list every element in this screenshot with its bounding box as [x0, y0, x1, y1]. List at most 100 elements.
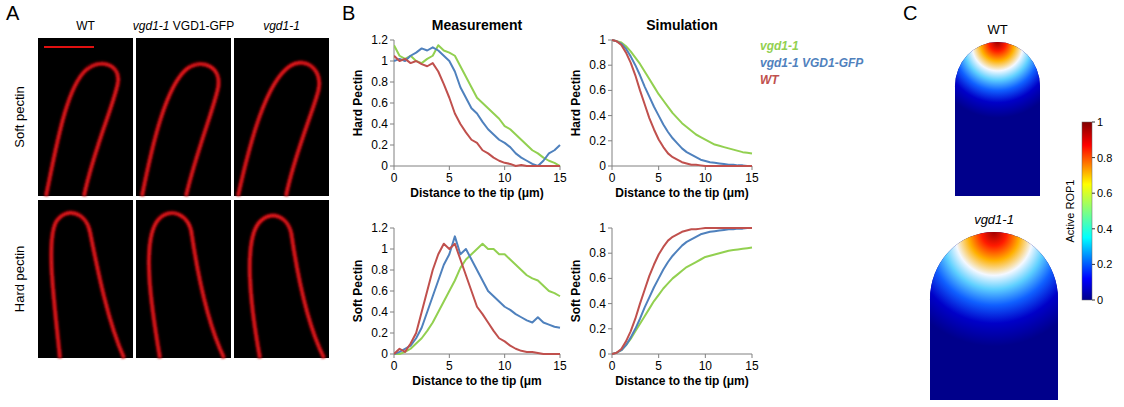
y-tick	[390, 354, 394, 355]
micrograph	[234, 38, 329, 196]
tube-wall-glow	[250, 216, 324, 358]
tube-wall	[142, 64, 219, 196]
colorbar-tick-label: 0.6	[1097, 187, 1112, 199]
tube-wall	[250, 216, 324, 358]
y-tick-label: 0.2	[589, 322, 606, 336]
colorbar-tick	[1092, 122, 1095, 123]
y-tick-label: 1.2	[371, 33, 388, 47]
chart-title: Simulation	[646, 17, 718, 33]
series-line	[612, 228, 752, 354]
x-tick	[658, 166, 659, 170]
colorbar-tick-label: 0.4	[1097, 223, 1112, 235]
plot-lines	[612, 40, 752, 166]
tube-wall-glow	[51, 213, 124, 358]
x-tick	[504, 166, 505, 170]
chart: 00.20.40.60.811.2051015MeasurementDistan…	[351, 17, 567, 200]
y-tick-label: 0.8	[371, 75, 388, 89]
x-tick-label: 15	[745, 171, 759, 185]
y-tick-label: 0.4	[371, 305, 388, 319]
x-tick-label: 5	[655, 171, 662, 185]
x-tick-label: 15	[745, 359, 759, 373]
y-tick-label: 0	[381, 159, 388, 173]
y-tick-label: 0.4	[589, 109, 606, 123]
colorbar-tick-label: 1	[1097, 116, 1103, 128]
y-tick-label: 0.4	[589, 297, 606, 311]
micrograph	[38, 200, 133, 358]
y-tick	[390, 103, 394, 104]
y-tick	[608, 303, 612, 304]
series-line	[612, 40, 752, 166]
y-tick-label: 1	[381, 242, 388, 256]
x-tick-label: 5	[655, 359, 662, 373]
plot-lines	[394, 236, 560, 354]
tube-simulation	[930, 232, 1058, 400]
x-tick-label: 15	[553, 359, 567, 373]
y-tick-label: 1.2	[371, 221, 388, 235]
tube-wall	[51, 213, 124, 358]
x-tick	[394, 166, 395, 170]
series-line	[394, 244, 560, 354]
tube-wall-glow	[238, 63, 319, 196]
micrograph-background	[234, 38, 329, 196]
y-tick	[390, 228, 394, 229]
x-tick-label: 0	[609, 359, 616, 373]
x-tick-label: 0	[609, 171, 616, 185]
y-tick	[608, 253, 612, 254]
y-tick	[608, 115, 612, 116]
micrograph	[136, 200, 231, 358]
series-line	[612, 228, 752, 354]
y-tick	[390, 333, 394, 334]
series-line	[394, 244, 560, 354]
x-tick-label: 5	[446, 359, 453, 373]
column-header: WT	[76, 19, 95, 33]
simulation-title: vgd1-1	[974, 212, 1014, 227]
text-part: WT	[76, 19, 95, 33]
text-part: vgd1-1	[974, 212, 1014, 227]
y-axis-title: Soft Pectin	[569, 260, 583, 323]
x-tick	[658, 354, 659, 358]
series-line	[612, 40, 752, 166]
y-tick	[390, 145, 394, 146]
micrograph	[234, 200, 329, 358]
y-tick-label: 0.6	[589, 271, 606, 285]
x-tick-label: 10	[498, 359, 512, 373]
x-tick	[612, 166, 613, 170]
y-tick	[608, 354, 612, 355]
colorbar-tick-label: 0.2	[1097, 258, 1112, 270]
y-axis-title: Hard Pectin	[351, 70, 365, 137]
y-tick-label: 1	[381, 54, 388, 68]
chart: 00.20.40.60.81051015Distance to the tip …	[569, 221, 759, 388]
series-line	[612, 40, 752, 153]
tube-wall-glow	[142, 64, 219, 196]
y-tick-label: 0.6	[371, 284, 388, 298]
y-tick-label: 0.6	[371, 96, 388, 110]
y-tick-label: 0	[599, 347, 606, 361]
y-tick-label: 0	[381, 347, 388, 361]
row-label: Soft pectin	[12, 86, 27, 147]
series-line	[394, 56, 560, 166]
y-tick-label: 0.4	[371, 117, 388, 131]
x-axis-title: Distance to the tip (μm)	[410, 186, 543, 200]
y-axis-title: Hard Pectin	[569, 70, 583, 137]
tube-wall-glow	[46, 64, 118, 196]
x-tick-label: 5	[446, 171, 453, 185]
series-line	[612, 248, 752, 354]
micrograph-background	[234, 200, 329, 358]
x-tick	[449, 166, 450, 170]
tube-wall	[238, 63, 319, 196]
scale-bar	[44, 46, 94, 48]
panel-letter: A	[6, 2, 20, 24]
tube-wall	[46, 64, 118, 196]
series-line	[394, 236, 560, 354]
y-tick	[608, 90, 612, 91]
colorbar-tick	[1092, 264, 1095, 265]
y-tick	[390, 40, 394, 41]
y-tick-label: 0.8	[589, 58, 606, 72]
y-tick	[390, 291, 394, 292]
y-tick	[608, 40, 612, 41]
y-tick	[390, 82, 394, 83]
series-line	[394, 45, 560, 166]
y-tick	[608, 140, 612, 141]
tube-base	[955, 42, 1040, 196]
plot-lines	[394, 45, 560, 166]
